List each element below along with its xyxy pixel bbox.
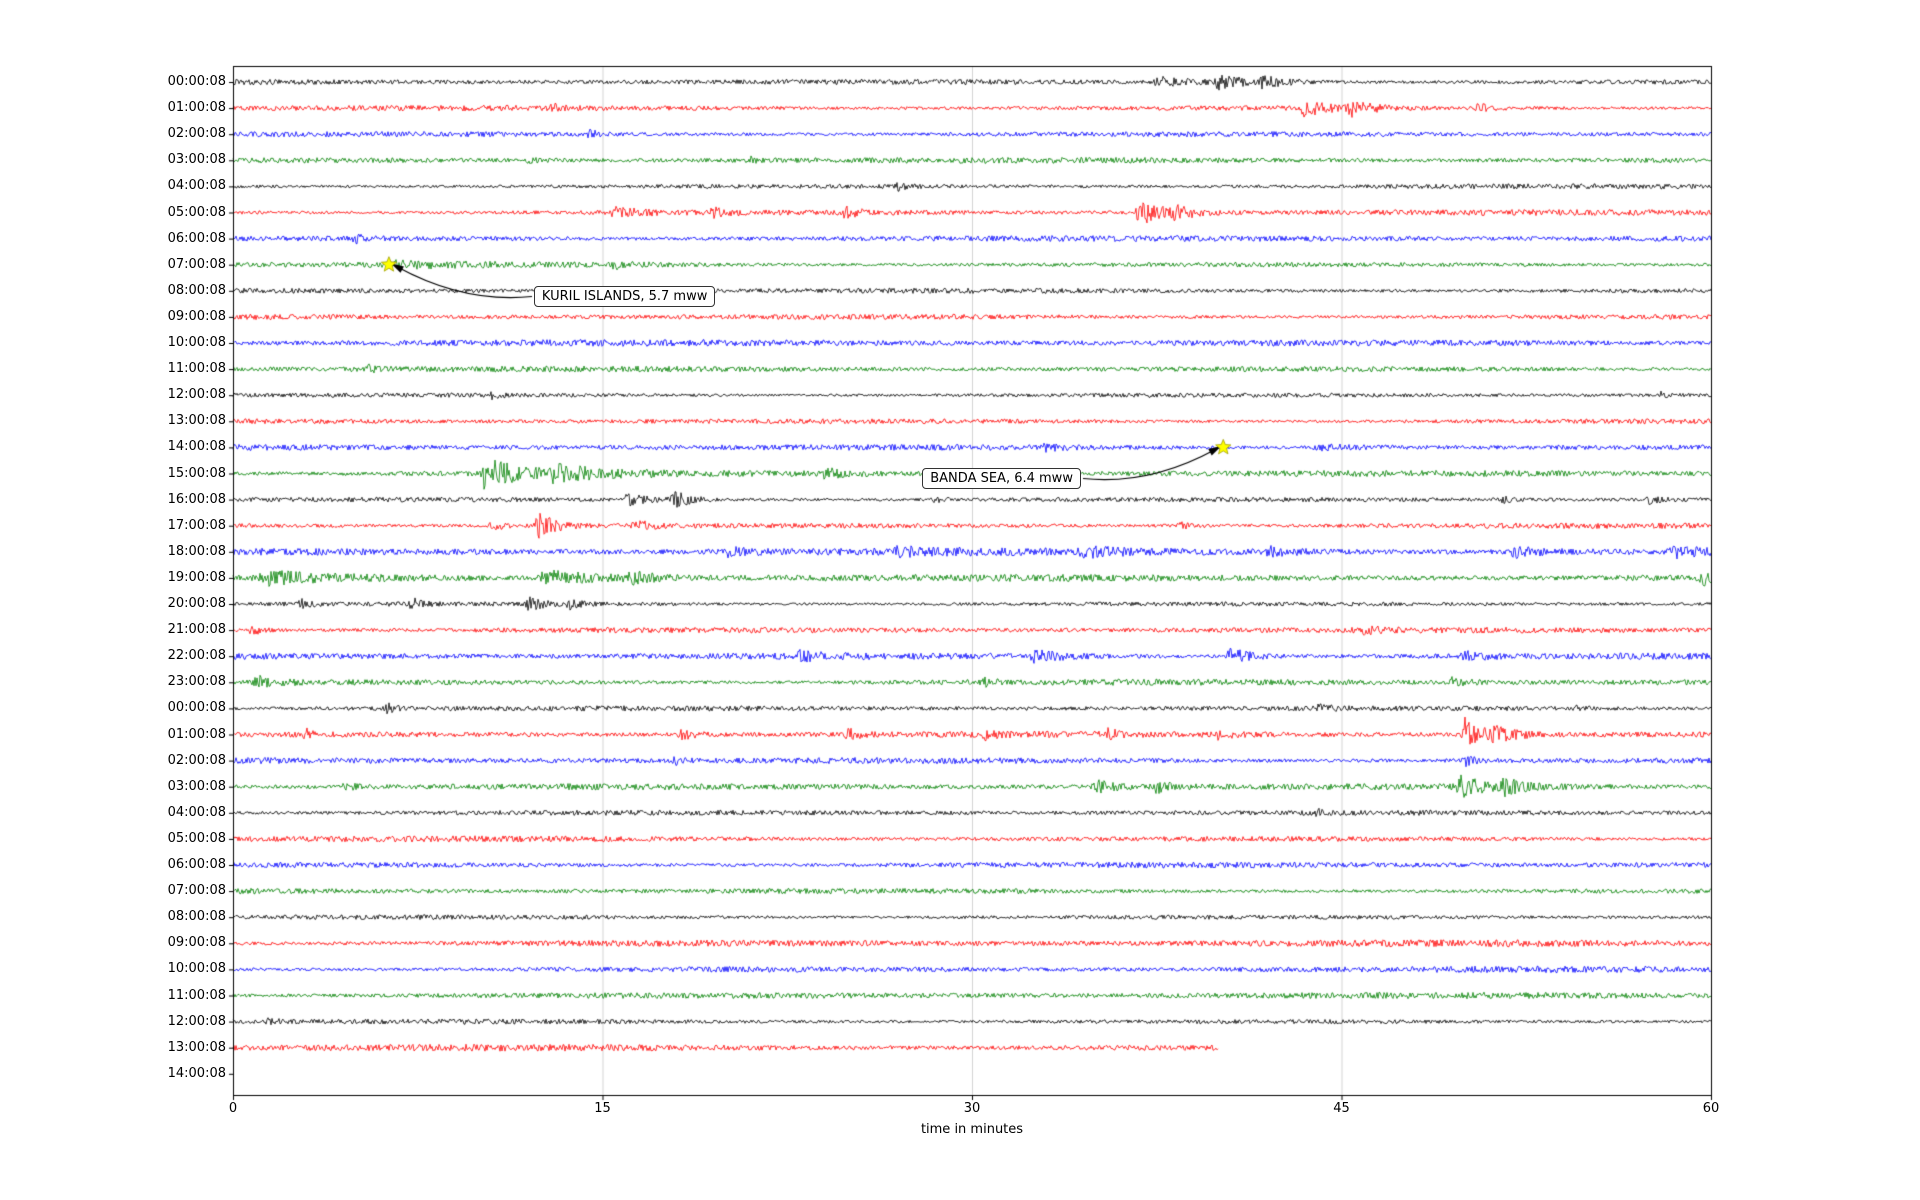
event-annotation: KURIL ISLANDS, 5.7 mww bbox=[533, 285, 716, 307]
x-tick-label: 0 bbox=[228, 1101, 238, 1116]
row-label: 18:00:08 bbox=[167, 543, 226, 559]
x-tick-label: 15 bbox=[594, 1101, 611, 1116]
row-label: 07:00:08 bbox=[167, 883, 226, 899]
row-label: 07:00:08 bbox=[167, 256, 226, 272]
row-label: 06:00:08 bbox=[167, 230, 226, 246]
row-label: 00:00:08 bbox=[167, 74, 226, 89]
event-annotation: BANDA SEA, 6.4 mww bbox=[922, 468, 1081, 490]
row-label: 03:00:08 bbox=[167, 152, 226, 168]
row-label: 11:00:08 bbox=[167, 361, 226, 377]
row-label: 13:00:08 bbox=[167, 413, 226, 429]
x-tick-label: 45 bbox=[1333, 1101, 1350, 1116]
row-label: 23:00:08 bbox=[167, 674, 226, 690]
row-label: 02:00:08 bbox=[167, 752, 226, 768]
row-label: 17:00:08 bbox=[167, 517, 226, 533]
row-label: 01:00:08 bbox=[167, 726, 226, 742]
row-label: 01:00:08 bbox=[167, 100, 226, 116]
row-label: 05:00:08 bbox=[167, 830, 226, 846]
x-tick-label: 60 bbox=[1702, 1101, 1720, 1116]
row-label: 19:00:08 bbox=[167, 569, 226, 585]
row-label: 10:00:08 bbox=[167, 335, 226, 350]
row-label: 12:00:08 bbox=[167, 1013, 226, 1029]
row-label: 05:00:08 bbox=[167, 204, 226, 220]
row-label: 03:00:08 bbox=[167, 778, 226, 794]
row-label: 08:00:08 bbox=[167, 282, 226, 298]
row-label: 15:00:08 bbox=[167, 465, 226, 481]
row-label: 10:00:08 bbox=[167, 961, 226, 977]
row-label: 11:00:08 bbox=[167, 987, 226, 1003]
row-label: 06:00:08 bbox=[167, 857, 226, 872]
row-label: 22:00:08 bbox=[167, 648, 226, 664]
row-label: 02:00:08 bbox=[167, 126, 226, 142]
row-label: 00:00:08 bbox=[167, 700, 226, 716]
row-label: 13:00:08 bbox=[167, 1039, 226, 1055]
row-label: 16:00:08 bbox=[167, 491, 226, 507]
row-label: 04:00:08 bbox=[167, 804, 226, 820]
row-label: 14:00:08 bbox=[167, 439, 226, 455]
x-tick-label: 30 bbox=[963, 1101, 981, 1116]
row-label: 14:00:08 bbox=[167, 1065, 226, 1081]
x-axis-label: time in minutes bbox=[920, 1122, 1024, 1137]
row-label: 21:00:08 bbox=[167, 622, 226, 638]
row-label: 09:00:08 bbox=[167, 308, 226, 324]
row-label: 12:00:08 bbox=[167, 387, 226, 403]
row-label: 20:00:08 bbox=[167, 596, 226, 611]
row-label: 08:00:08 bbox=[167, 909, 226, 925]
row-label: 09:00:08 bbox=[167, 935, 226, 951]
row-label: 04:00:08 bbox=[167, 178, 226, 194]
